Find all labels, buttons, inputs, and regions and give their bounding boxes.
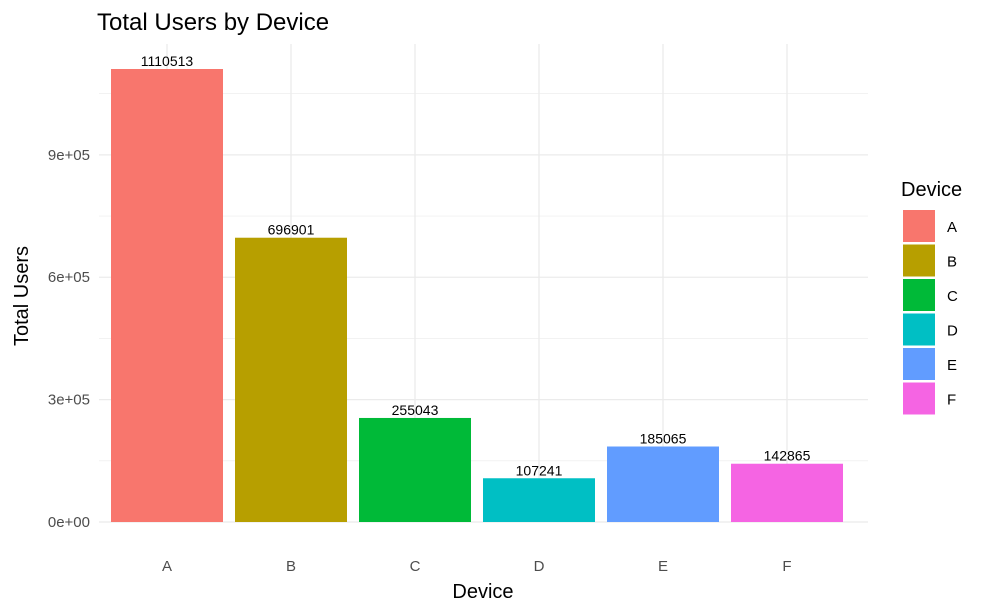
legend-label-b: B: [947, 254, 957, 271]
x-tick-label: D: [534, 558, 545, 575]
legend-swatch-c: [903, 279, 935, 311]
legend-swatch-d: [903, 313, 935, 346]
legend-swatch-f: [903, 382, 935, 415]
data-label-f: 142865: [764, 448, 811, 464]
x-tick-label: C: [410, 558, 421, 575]
y-tick-label: 0e+00: [48, 514, 90, 531]
x-axis-ticks: A B C D E F: [162, 558, 792, 575]
legend-label-d: D: [947, 323, 958, 340]
y-tick-label: 9e+05: [48, 147, 90, 164]
bar-e: [607, 446, 719, 522]
x-axis-title: Device: [452, 581, 513, 603]
bar-b: [235, 237, 347, 522]
data-label-e: 185065: [640, 431, 687, 447]
bar-c: [359, 417, 471, 522]
legend-label-f: F: [947, 392, 956, 409]
bars: [111, 69, 843, 522]
chart-title: Total Users by Device: [97, 9, 329, 36]
legend-label-c: C: [947, 288, 958, 305]
legend-label-a: A: [947, 219, 957, 236]
y-tick-label: 3e+05: [48, 392, 90, 409]
y-tick-label: 6e+05: [48, 269, 90, 286]
data-label-c: 255043: [392, 402, 439, 418]
y-axis-ticks: 0e+00 3e+05 6e+05 9e+05: [48, 147, 90, 531]
legend: Device A BC DE F: [901, 179, 962, 415]
bar-d: [483, 478, 595, 522]
x-tick-label: E: [658, 558, 668, 575]
legend-swatch-e: [903, 348, 935, 380]
bar-f: [731, 463, 843, 522]
legend-items: A BC DE F: [903, 210, 958, 415]
data-label-a: 1110513: [141, 53, 194, 69]
gridlines: [99, 44, 868, 523]
data-labels: 1110513 696901 255043 107241 185065 142865: [141, 53, 811, 478]
x-tick-label: F: [782, 558, 791, 575]
legend-title: Device: [901, 179, 962, 201]
y-axis-title: Total Users: [11, 246, 33, 346]
legend-swatch-a: [903, 210, 935, 242]
data-label-b: 696901: [268, 222, 315, 238]
data-label-d: 107241: [516, 462, 563, 478]
bar-a: [111, 69, 223, 522]
legend-label-e: E: [947, 357, 957, 374]
x-tick-label: B: [286, 558, 296, 575]
x-tick-label: A: [162, 558, 172, 575]
legend-swatch-b: [903, 244, 935, 277]
